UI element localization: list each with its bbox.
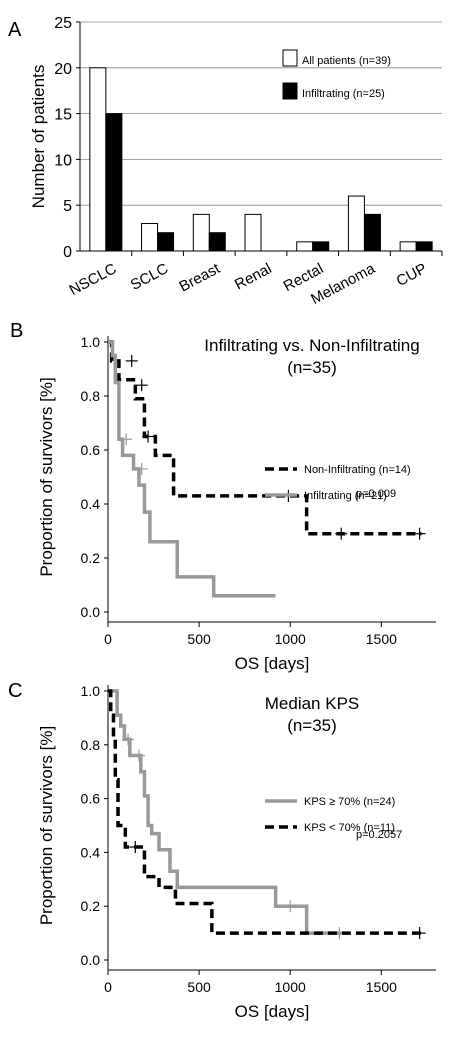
chart-subtitle: (n=35) <box>287 358 337 377</box>
y-tick-label: 1.0 <box>81 334 101 350</box>
x-tick-label: 500 <box>187 631 211 647</box>
y-tick-label: 1.0 <box>81 683 101 699</box>
y-tick-label: 0.8 <box>81 388 101 404</box>
y-tick-label: 10 <box>54 152 72 169</box>
y-tick-label: 0.4 <box>81 496 101 512</box>
legend-label: KPS ≥ 70% (n=24) <box>304 796 395 808</box>
x-tick-label: NSCLC <box>66 260 119 299</box>
p-value-annotation: p=0.009 <box>356 488 396 500</box>
legend-label-all-patients: All patients (n=39) <box>302 55 391 67</box>
chart-title: Median KPS <box>265 694 360 713</box>
y-tick-label: 0.0 <box>81 604 101 620</box>
y-tick-label: 15 <box>54 107 72 124</box>
p-value-annotation: p=0.2057 <box>356 829 402 841</box>
x-tick-label: 500 <box>187 979 211 995</box>
y-tick-label: 0.6 <box>81 442 101 458</box>
legend-label: KPS < 70% (n=11) <box>304 822 395 834</box>
bar-all-patients <box>347 195 365 252</box>
y-axis-label: Number of patients <box>29 65 48 209</box>
y-tick-label: 20 <box>54 61 72 78</box>
survival-curve-second <box>108 689 422 935</box>
y-tick-label: 0 <box>63 244 72 261</box>
y-tick-label: 0.6 <box>81 791 101 807</box>
bar-all-patients <box>296 241 314 252</box>
x-axis-label: OS [days] <box>235 1002 310 1021</box>
x-tick-label: Renal <box>232 260 275 293</box>
bar-infiltrating <box>157 232 175 252</box>
panel-letter-c: C <box>8 680 22 702</box>
bar-infiltrating <box>105 113 123 252</box>
x-tick-label: 0 <box>104 631 112 647</box>
x-tick-label: 1000 <box>275 979 306 995</box>
y-tick-label: 0.0 <box>81 952 101 968</box>
legend-label: Infiltrating (n=21) <box>304 490 387 502</box>
survival-curve-first <box>108 340 422 536</box>
x-tick-label: CUP <box>394 260 430 290</box>
bar-infiltrating <box>312 241 330 252</box>
chart-title: Infiltrating vs. Non-Infiltrating <box>204 336 419 355</box>
bar-all-patients <box>192 213 210 252</box>
legend-label-infiltrating: Infiltrating (n=25) <box>302 88 385 100</box>
x-tick-label: 0 <box>104 979 112 995</box>
bar-all-patients <box>89 67 107 252</box>
y-tick-label: 25 <box>54 15 72 32</box>
y-tick-label: 0.4 <box>81 844 101 860</box>
bar-all-patients <box>141 223 159 252</box>
panel-letter-b: B <box>10 320 23 342</box>
bar-infiltrating <box>363 213 381 252</box>
y-tick-label: 0.2 <box>81 550 101 566</box>
survival-curve-first <box>108 689 342 935</box>
x-tick-label: Breast <box>177 260 224 296</box>
bar-all-patients <box>244 213 262 252</box>
panel-letter-a: A <box>8 19 22 41</box>
bar-chart-panel-a: 0 5 10 15 20 25 Number of patients NSCLC SCLC Bre… <box>29 15 443 308</box>
y-axis-label: Proportion of survivors [%] <box>37 726 56 925</box>
chart-subtitle: (n=35) <box>287 716 337 735</box>
x-tick-label: 1000 <box>275 631 306 647</box>
y-axis-label: Proportion of survivors [%] <box>37 377 56 576</box>
y-tick-label: 5 <box>63 198 72 215</box>
legend-swatch-all-patients <box>282 49 298 67</box>
km-chart-panel-c: 0.0 0.2 0.4 0.6 0.8 1.0 0 500 1000 1500 OS [days] P… <box>37 683 436 1021</box>
bar-infiltrating <box>208 232 226 252</box>
bar-all-patients <box>399 241 417 252</box>
legend-swatch-infiltrating <box>282 82 298 100</box>
bar-infiltrating <box>415 241 433 252</box>
x-tick-label: SCLC <box>128 260 171 294</box>
legend-label: Non-Infiltrating (n=14) <box>304 464 411 476</box>
y-tick-label: 0.8 <box>81 737 101 753</box>
x-tick-label: 1500 <box>366 631 397 647</box>
x-tick-label: 1500 <box>366 979 397 995</box>
y-tick-label: 0.2 <box>81 898 101 914</box>
x-axis-label: OS [days] <box>235 654 310 673</box>
km-chart-panel-b: 0.0 0.2 0.4 0.6 0.8 1.0 0 500 1000 1500 OS [days] P… <box>37 334 436 673</box>
